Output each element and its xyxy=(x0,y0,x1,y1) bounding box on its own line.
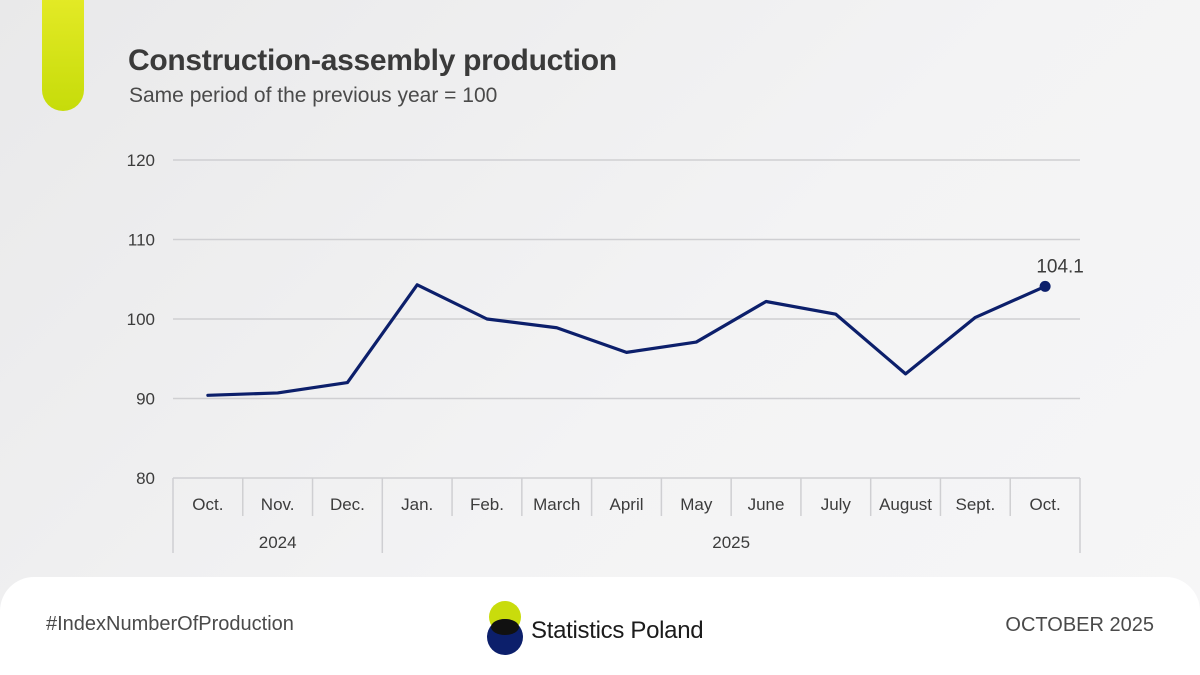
x-tick-label: Oct. xyxy=(1030,495,1061,514)
x-tick-label: Oct. xyxy=(192,495,223,514)
series-layer: 104.1 xyxy=(206,256,1084,397)
year-group-label: 2024 xyxy=(259,533,297,552)
x-tick-label: May xyxy=(680,495,713,514)
y-tick-label: 80 xyxy=(136,469,155,488)
y-tick-label: 100 xyxy=(127,310,155,329)
x-tick-label: Feb. xyxy=(470,495,504,514)
x-tick-label: August xyxy=(879,495,932,514)
date-label: OCTOBER 2025 xyxy=(1005,614,1154,637)
series-line xyxy=(208,285,1045,396)
x-tick-label: Sept. xyxy=(955,495,995,514)
year-group-label: 2025 xyxy=(712,533,750,552)
y-tick-label: 110 xyxy=(128,231,155,250)
statistics-poland-logo-icon xyxy=(485,601,527,657)
brand-name: Statistics Poland xyxy=(531,617,703,645)
brand: Statistics Poland xyxy=(485,601,725,657)
x-tick-label: June xyxy=(748,495,785,514)
x-axis-table: Oct. Nov. Dec. Jan. Feb. March April May June Jul… xyxy=(173,478,1080,553)
y-axis-ticks: 80 90 100 110 120 xyxy=(127,151,155,488)
data-label: 104.1 xyxy=(1036,256,1084,277)
x-tick-label: April xyxy=(609,495,643,514)
x-tick-label: March xyxy=(533,495,580,514)
last-point-marker xyxy=(1040,281,1051,292)
x-tick-label: Dec. xyxy=(330,495,365,514)
x-tick-label: Nov. xyxy=(261,495,295,514)
y-tick-label: 120 xyxy=(127,151,155,170)
hashtag-label: #IndexNumberOfProduction xyxy=(46,613,294,636)
y-tick-label: 90 xyxy=(136,390,155,409)
line-chart: 80 90 100 110 120 Oct. Nov. Dec. Jan. Feb. March A… xyxy=(0,0,1200,575)
x-tick-label: July xyxy=(821,495,852,514)
x-tick-label: Jan. xyxy=(401,495,433,514)
footer-bar: #IndexNumberOfProduction Statistics Pola… xyxy=(0,577,1200,675)
grid-lines xyxy=(173,160,1080,478)
